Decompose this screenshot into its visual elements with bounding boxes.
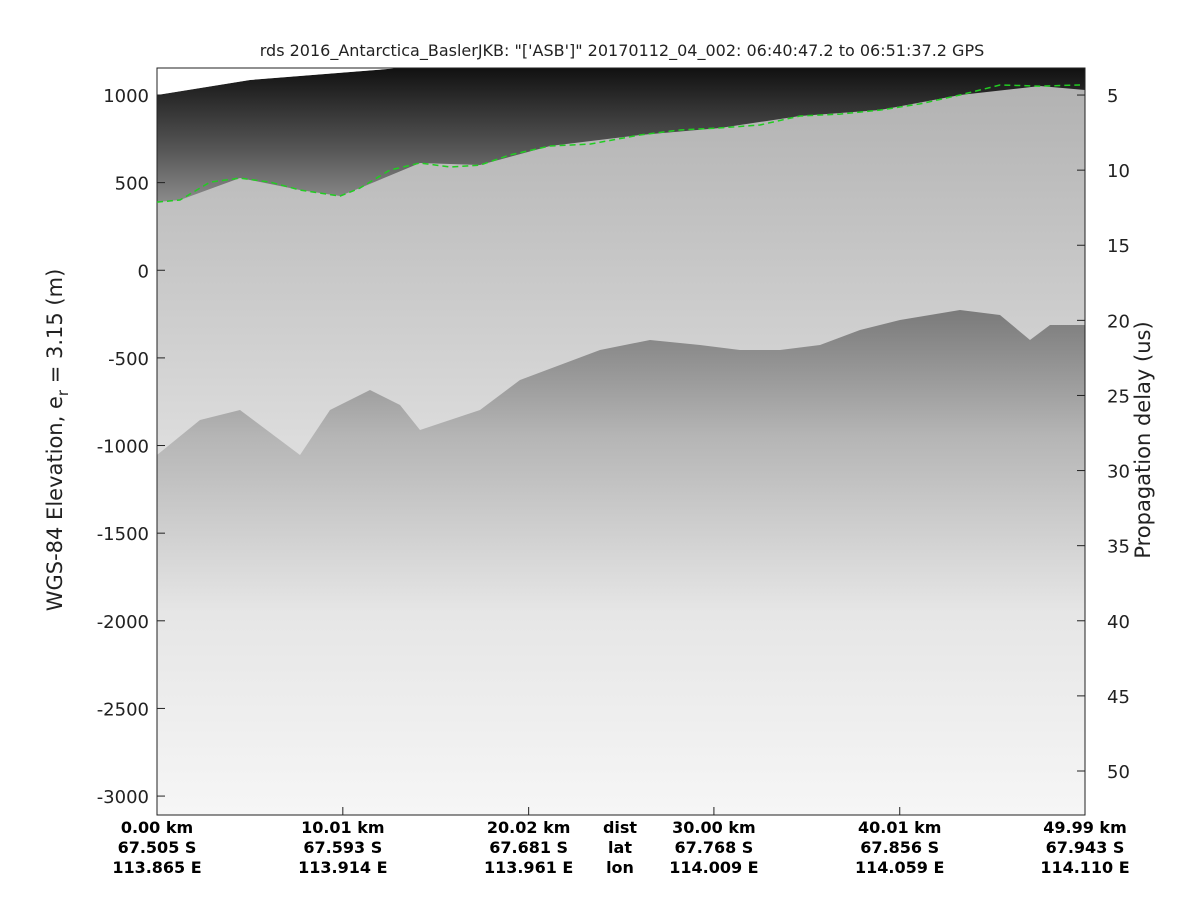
y-tick-label: -1500	[97, 524, 149, 545]
echogram-image	[157, 68, 1085, 815]
y-tick-label: -3000	[97, 787, 149, 808]
row-name: lat	[608, 838, 632, 857]
x-tick-label: 30.00 km	[672, 818, 756, 837]
row-name: lon	[606, 858, 634, 877]
y2-tick-label: 30	[1107, 462, 1130, 483]
x-tick-label: 0.00 km	[121, 818, 193, 837]
y-tick-label: -500	[108, 349, 149, 370]
lat-label: 67.856 S	[860, 838, 939, 857]
lon-label: 113.865 E	[112, 858, 201, 877]
surface-line	[156, 84, 1081, 203]
y-tick-label: 500	[115, 174, 149, 195]
chart-title: rds 2016_Antarctica_BaslerJKB: "['ASB']"…	[260, 41, 985, 61]
lat-label: 67.768 S	[674, 838, 753, 857]
plot-frame	[156, 67, 1086, 816]
y2-tick-label: 45	[1107, 687, 1130, 708]
y-tick-label: -2000	[97, 612, 149, 633]
y2-tick-label: 20	[1107, 311, 1130, 332]
lon-label: 114.009 E	[669, 858, 758, 877]
lon-label: 113.961 E	[484, 858, 573, 877]
x-tick-label: 49.99 km	[1043, 818, 1127, 837]
y-tick-label: -2500	[97, 699, 149, 720]
row-name: dist	[603, 818, 637, 837]
y-tick-label: 1000	[103, 86, 149, 107]
lat-label: 67.681 S	[489, 838, 568, 857]
y2-tick-label: 5	[1107, 86, 1118, 107]
x-tick-label: 20.02 km	[487, 818, 571, 837]
x-tick-label: 10.01 km	[301, 818, 385, 837]
y2-axis-label: Propagation delay (us)	[1131, 321, 1155, 558]
lat-label: 67.943 S	[1046, 838, 1125, 857]
lat-label: 67.593 S	[303, 838, 382, 857]
x-tick-label: 40.01 km	[858, 818, 942, 837]
y2-tick-label: 50	[1107, 762, 1130, 783]
lon-label: 114.059 E	[855, 858, 944, 877]
lat-label: 67.505 S	[118, 838, 197, 857]
y-axis-label: WGS-84 Elevation, er = 3.15 (m)	[43, 269, 72, 612]
y2-tick-label: 15	[1107, 236, 1130, 257]
y-tick-label: 0	[138, 261, 149, 282]
y2-tick-label: 35	[1107, 537, 1130, 558]
lon-label: 114.110 E	[1040, 858, 1129, 877]
y2-tick-label: 25	[1107, 386, 1130, 407]
y2-tick-label: 40	[1107, 612, 1130, 633]
lon-label: 113.914 E	[298, 858, 387, 877]
y-tick-label: -1000	[97, 437, 149, 458]
y2-tick-label: 10	[1107, 161, 1130, 182]
